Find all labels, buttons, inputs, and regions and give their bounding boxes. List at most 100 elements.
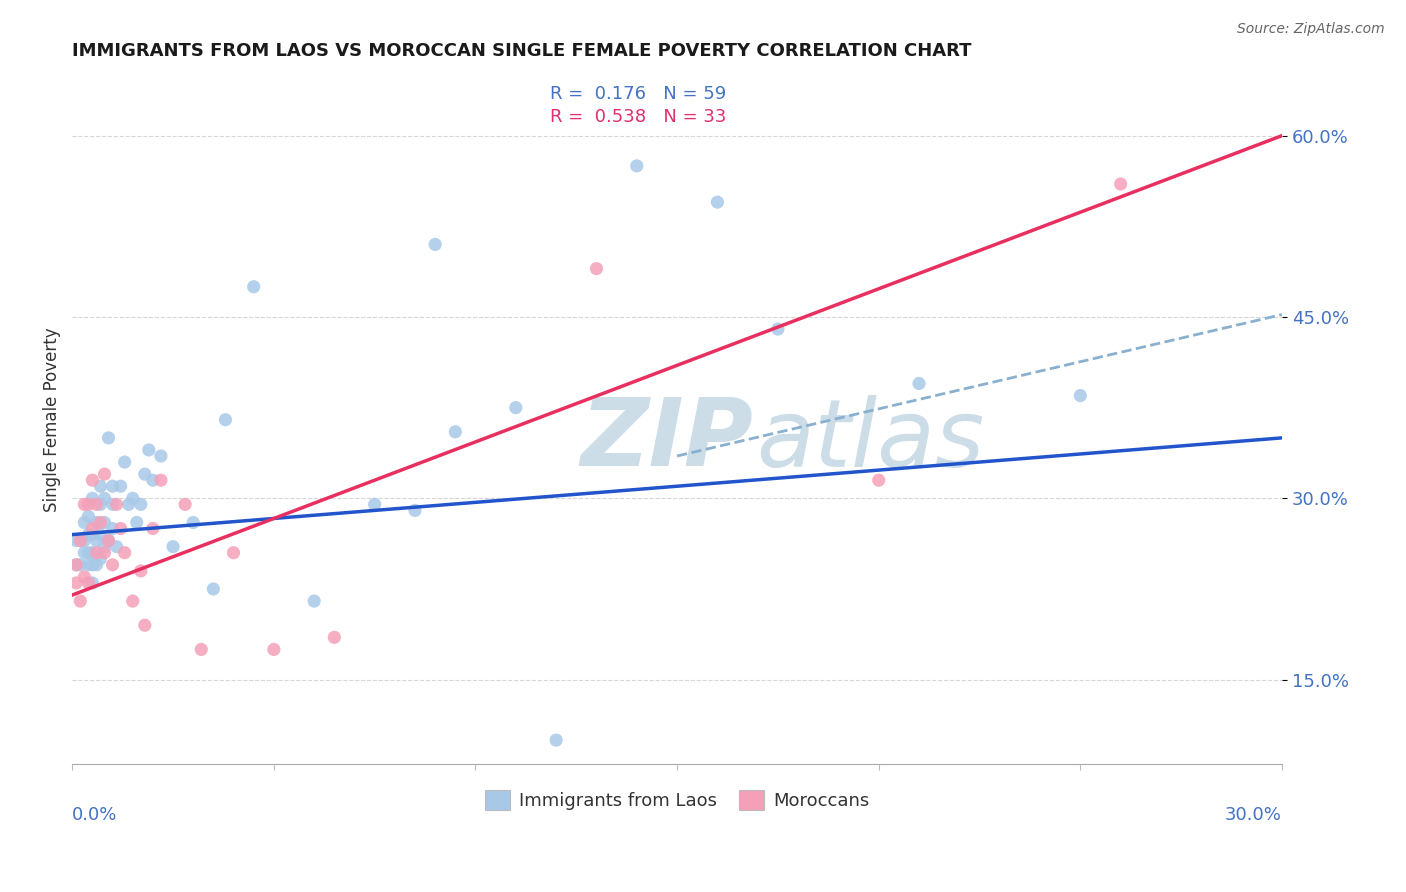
Point xyxy=(86,533,108,548)
Point xyxy=(242,279,264,293)
Point xyxy=(766,322,789,336)
Point xyxy=(65,576,87,591)
Point xyxy=(706,195,728,210)
Point xyxy=(77,509,100,524)
Point xyxy=(93,467,115,482)
Point xyxy=(162,540,184,554)
Point xyxy=(86,558,108,572)
Point xyxy=(65,533,87,548)
Point xyxy=(82,527,104,541)
Text: IMMIGRANTS FROM LAOS VS MOROCCAN SINGLE FEMALE POVERTY CORRELATION CHART: IMMIGRANTS FROM LAOS VS MOROCCAN SINGLE … xyxy=(72,42,972,60)
Point xyxy=(181,516,204,530)
Point xyxy=(302,594,325,608)
Point xyxy=(323,631,346,645)
Point xyxy=(69,558,91,572)
Point xyxy=(174,497,197,511)
Point xyxy=(82,473,104,487)
Point xyxy=(101,522,124,536)
Point xyxy=(868,473,890,487)
Point xyxy=(93,546,115,560)
Point xyxy=(82,491,104,506)
Point xyxy=(134,618,156,632)
Text: 0.0%: 0.0% xyxy=(72,805,118,823)
Point xyxy=(101,558,124,572)
Point xyxy=(82,558,104,572)
Point xyxy=(114,546,136,560)
Point xyxy=(65,558,87,572)
Point xyxy=(105,540,128,554)
Text: ZIP: ZIP xyxy=(581,394,754,486)
Point xyxy=(73,570,96,584)
Point xyxy=(69,594,91,608)
Point xyxy=(89,516,111,530)
Point xyxy=(129,497,152,511)
Point xyxy=(585,261,607,276)
Point xyxy=(626,159,648,173)
Point xyxy=(101,497,124,511)
Point xyxy=(125,516,148,530)
Point xyxy=(214,413,236,427)
Point xyxy=(105,497,128,511)
Point xyxy=(89,497,111,511)
Point xyxy=(404,503,426,517)
Point xyxy=(86,516,108,530)
Point xyxy=(363,497,385,511)
Point xyxy=(263,642,285,657)
Point xyxy=(202,582,225,596)
Point xyxy=(1109,177,1132,191)
Point xyxy=(121,491,143,506)
Point xyxy=(73,546,96,560)
Point xyxy=(110,522,132,536)
Point xyxy=(505,401,527,415)
Point xyxy=(93,516,115,530)
Point xyxy=(110,479,132,493)
Y-axis label: Single Female Poverty: Single Female Poverty xyxy=(44,327,60,512)
Point xyxy=(118,497,141,511)
Point xyxy=(1069,388,1091,402)
Point xyxy=(93,491,115,506)
Point xyxy=(444,425,467,439)
Point xyxy=(97,533,120,548)
Point xyxy=(97,533,120,548)
Point xyxy=(93,540,115,554)
Point xyxy=(134,467,156,482)
Point xyxy=(65,558,87,572)
Point xyxy=(77,497,100,511)
Point xyxy=(73,497,96,511)
Point xyxy=(82,546,104,560)
Point xyxy=(73,516,96,530)
Point xyxy=(73,533,96,548)
Text: 30.0%: 30.0% xyxy=(1225,805,1282,823)
Text: R =  0.176   N = 59: R = 0.176 N = 59 xyxy=(550,86,727,103)
Point xyxy=(908,376,931,391)
Text: R =  0.538   N = 33: R = 0.538 N = 33 xyxy=(550,108,727,126)
Point xyxy=(89,479,111,493)
Point xyxy=(89,551,111,566)
Point xyxy=(121,594,143,608)
Point xyxy=(97,431,120,445)
Point xyxy=(86,546,108,560)
Point xyxy=(129,564,152,578)
Point xyxy=(77,576,100,591)
Point xyxy=(82,576,104,591)
Point xyxy=(149,449,172,463)
Point xyxy=(546,733,568,747)
Point xyxy=(77,546,100,560)
Point xyxy=(69,533,91,548)
Point xyxy=(77,558,100,572)
Point xyxy=(190,642,212,657)
Point xyxy=(89,527,111,541)
Point xyxy=(114,455,136,469)
Point xyxy=(101,479,124,493)
Text: Source: ZipAtlas.com: Source: ZipAtlas.com xyxy=(1237,22,1385,37)
Legend: Immigrants from Laos, Moroccans: Immigrants from Laos, Moroccans xyxy=(478,783,876,817)
Point xyxy=(69,533,91,548)
Point xyxy=(222,546,245,560)
Point xyxy=(77,527,100,541)
Text: atlas: atlas xyxy=(756,395,984,486)
Point xyxy=(86,497,108,511)
Point xyxy=(142,522,165,536)
Point xyxy=(138,442,160,457)
Point xyxy=(149,473,172,487)
Point xyxy=(82,522,104,536)
